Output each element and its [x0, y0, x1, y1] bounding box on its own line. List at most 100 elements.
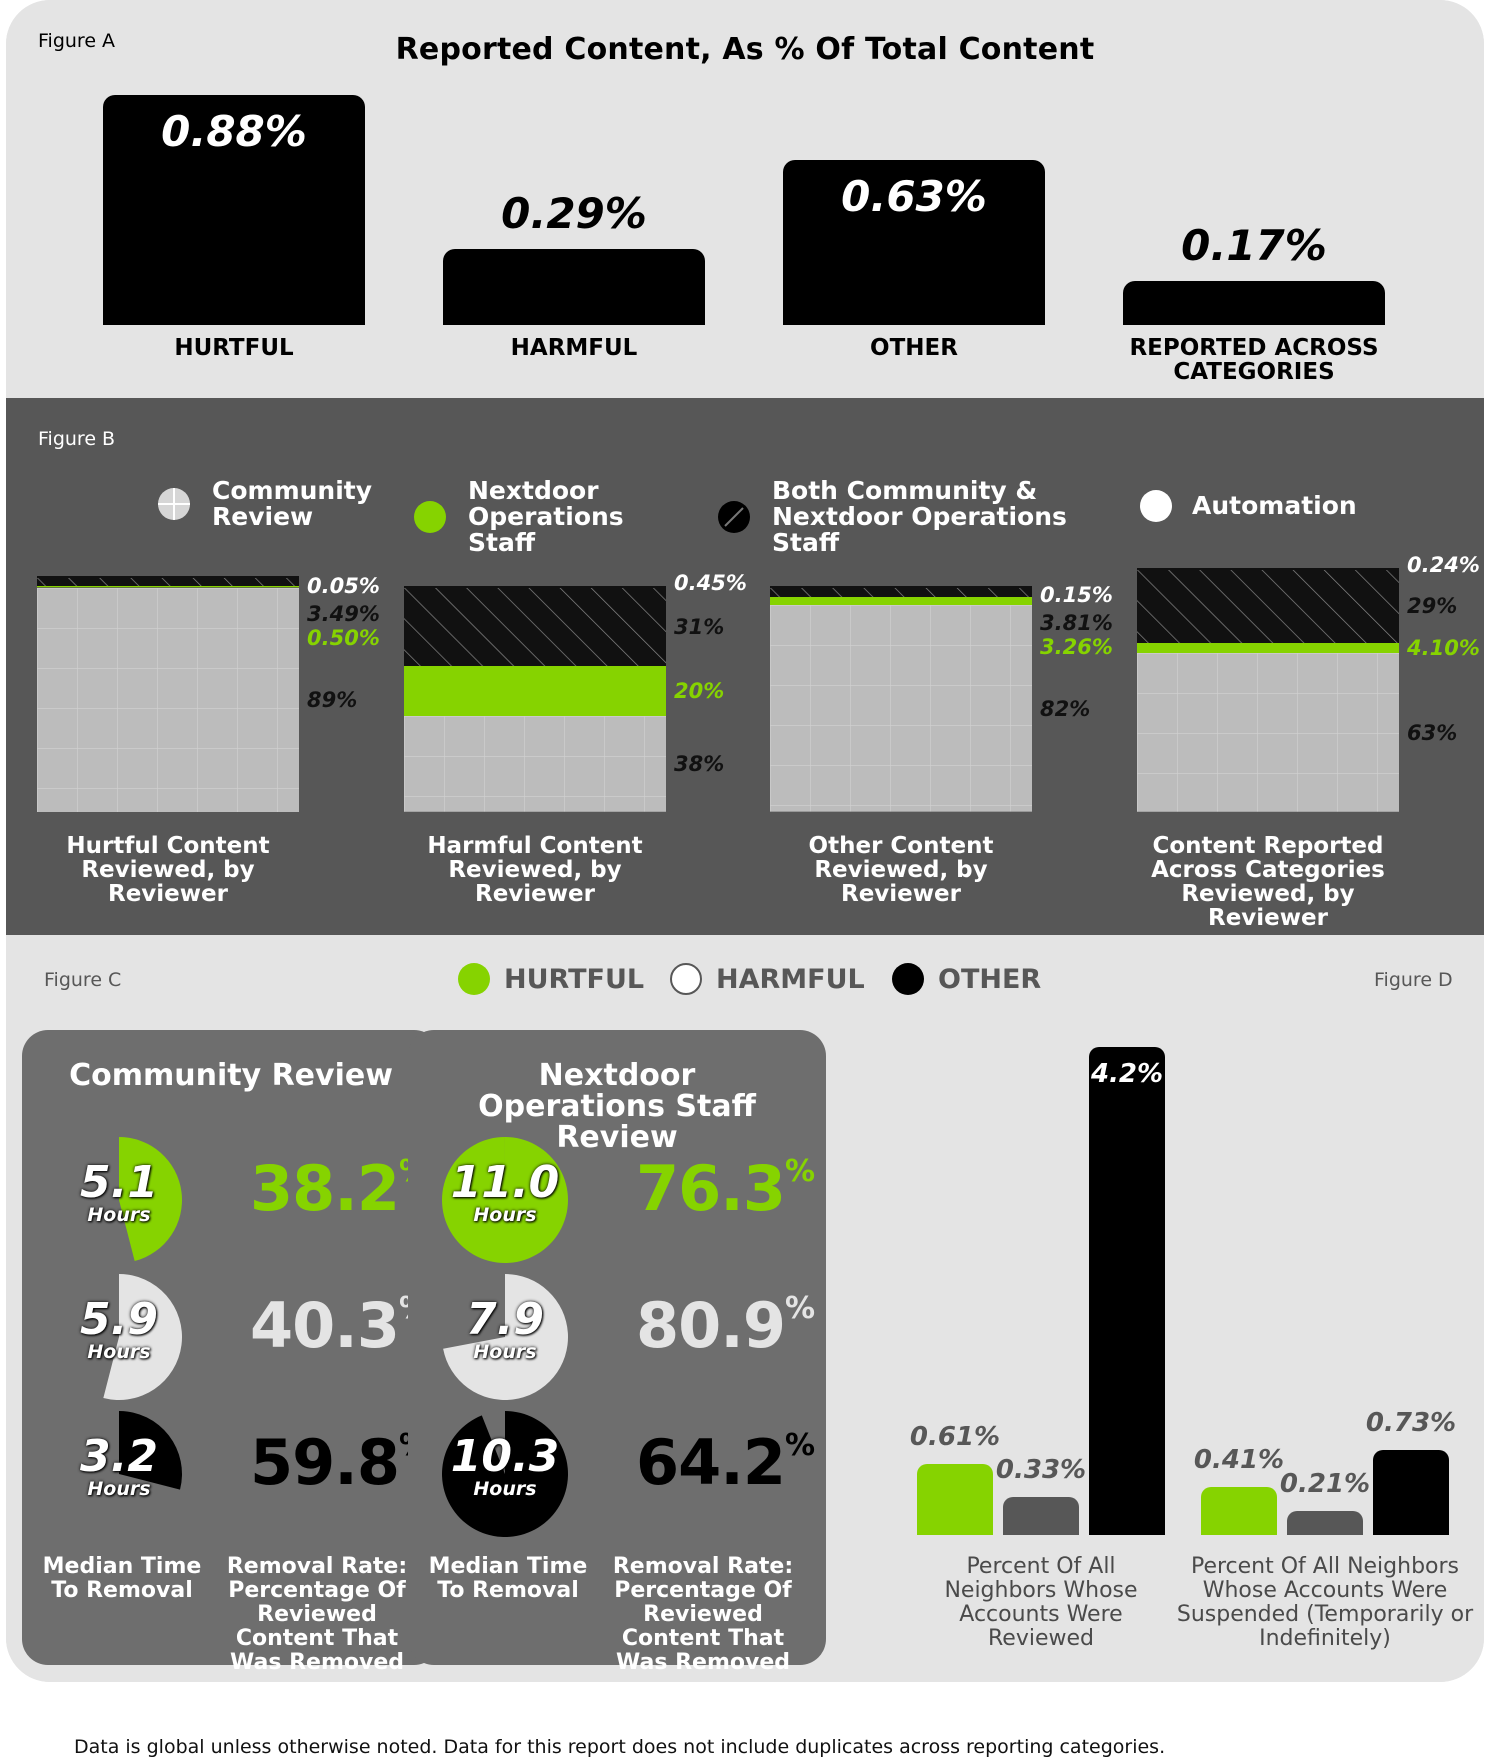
- figure-d-label: Figure D: [1374, 969, 1453, 991]
- legend-hurtful: HURTFUL: [458, 963, 644, 995]
- segment-0-0: [37, 587, 299, 812]
- donut-unit-0-2: Hours: [87, 1478, 151, 1500]
- segment-label-1-3: 0.45%: [674, 570, 747, 595]
- donut-unit-0-1: Hours: [87, 1341, 151, 1363]
- segment-2-2: [770, 587, 1032, 598]
- bar-value-label-1-2: 0.73%: [1365, 1408, 1457, 1439]
- percent-sign: %: [784, 1154, 815, 1189]
- legend-other: OTHER: [892, 963, 1041, 995]
- removal-rate-0-0: 38.2%: [250, 1152, 429, 1225]
- figure-a-title: Reported Content, As % Of Total Content: [395, 32, 1095, 67]
- time-label-1: Median Time To Removal: [428, 1554, 588, 1603]
- bar-1-2: [1373, 1450, 1449, 1535]
- donut-unit-1-0: Hours: [473, 1204, 537, 1226]
- percent-sign: %: [784, 1428, 815, 1463]
- stacked-bar-0: [37, 575, 299, 812]
- bar-1-0: [1201, 1487, 1277, 1535]
- donut-value-1-2: 10.3 Hours: [441, 1431, 569, 1500]
- segment-label-2-0: 82%: [1040, 696, 1091, 721]
- donut-hours-1-0: 11.0: [450, 1157, 560, 1208]
- donut-value-0-0: 5.1 Hours: [55, 1157, 183, 1226]
- chart-caption-3: Content Reported Across Categories Revie…: [1151, 833, 1385, 931]
- bar-value-label-0-1: 0.33%: [995, 1454, 1087, 1485]
- donut-unit-1-2: Hours: [473, 1478, 537, 1500]
- bar-2: [783, 160, 1045, 325]
- donut-hours-0-1: 5.9: [80, 1294, 158, 1345]
- rate-label-1: Removal Rate: Percentage Of Reviewed Con…: [612, 1554, 794, 1675]
- green-circle-icon: [458, 963, 490, 995]
- donut-value-1-1: 7.9 Hours: [441, 1294, 569, 1363]
- donut-0-0: [119, 1137, 183, 1262]
- segment-label-2-2: 3.81%: [1040, 611, 1113, 636]
- segment-2-1: [770, 597, 1032, 606]
- segment-0-1: [37, 586, 299, 588]
- segment-1-2: [404, 587, 666, 666]
- removal-rate-0-2: 59.8%: [250, 1426, 429, 1499]
- bar-0: [103, 95, 365, 325]
- legend-both: Both Community & Nextdoor Operations Sta…: [718, 478, 1092, 556]
- removal-rate-1-2: 64.2%: [636, 1426, 815, 1499]
- category-label-2: OTHER: [870, 335, 958, 361]
- bar-1-1: [1287, 1510, 1363, 1535]
- segment-label-3-3: 0.24%: [1407, 553, 1480, 578]
- figure-a-label: Figure A: [38, 30, 116, 52]
- segment-1-3: [404, 585, 666, 588]
- legend-harmful-label: HARMFUL: [716, 963, 865, 995]
- footnote: Data is global unless otherwise noted. D…: [74, 1736, 1166, 1758]
- figure-c-label: Figure C: [44, 969, 122, 991]
- donut-0-2: [119, 1411, 182, 1490]
- segment-label-1-0: 38%: [674, 752, 725, 777]
- segment-1-0: [404, 716, 666, 812]
- category-label-1: HARMFUL: [510, 335, 638, 361]
- figure-c-d: Figure C Figure D HURTFUL HARMFUL OTHER …: [6, 935, 1484, 1682]
- donut-1-0: [442, 1137, 568, 1263]
- segment-label-2-3: 0.15%: [1040, 583, 1113, 608]
- donut-1-1: [443, 1274, 568, 1400]
- segment-2-0: [770, 605, 1032, 812]
- category-caption-0: Percent Of All Neighbors Whose Accounts …: [944, 1554, 1138, 1651]
- legend-nextdoor-staff: Nextdoor Operations Staff: [414, 478, 668, 556]
- black-circle-icon: [892, 963, 924, 995]
- segment-label-0-0: 89%: [307, 687, 358, 712]
- donut-1-2: [442, 1411, 568, 1537]
- donut-value-0-2: 3.2 Hours: [55, 1431, 183, 1500]
- category-label-3: REPORTED ACROSS CATEGORIES: [1129, 335, 1379, 385]
- bar-value-label-1-0: 0.41%: [1193, 1445, 1285, 1476]
- donut-value-1-0: 11.0 Hours: [441, 1157, 569, 1226]
- bar-value-label-0-0: 0.61%: [909, 1422, 1001, 1453]
- chart-caption-1: Harmful Content Reviewed, by Reviewer: [427, 833, 643, 907]
- bar-value-label-0-2: 4.2%: [1090, 1059, 1164, 1089]
- panel-0: Community Review5.1Hours38.2%5.9Hours40.…: [22, 1030, 440, 1675]
- segment-0-3: [37, 575, 299, 578]
- bar-value-label-0: 0.88%: [161, 107, 307, 156]
- white-circle-icon: [670, 963, 702, 995]
- time-label-0: Median Time To Removal: [42, 1554, 202, 1603]
- bar-value-label-1: 0.29%: [501, 189, 647, 239]
- segment-3-0: [1137, 653, 1399, 812]
- bar-value-label-1-1: 0.21%: [1279, 1468, 1371, 1499]
- legend-hurtful-label: HURTFUL: [504, 963, 645, 995]
- stacked-bar-1: [404, 585, 666, 812]
- segment-label-0-2: 3.49%: [307, 601, 380, 626]
- category-caption-1: Percent Of All Neighbors Whose Accounts …: [1176, 1554, 1474, 1651]
- panel-title-0: Community Review: [69, 1058, 393, 1093]
- donut-hours-0-2: 3.2: [80, 1431, 158, 1482]
- segment-3-3: [1137, 567, 1399, 570]
- segment-2-3: [770, 585, 1032, 588]
- donut-unit-1-1: Hours: [473, 1341, 537, 1363]
- donut-hours-1-2: 10.3: [450, 1431, 560, 1482]
- donut-hours-0-0: 5.1: [80, 1157, 158, 1208]
- stacked-bar-2: [770, 585, 1032, 812]
- donut-hours-1-1: 7.9: [466, 1294, 544, 1345]
- segment-label-0-1: 0.50%: [307, 625, 380, 650]
- legend-community-review: Community Review: [158, 476, 373, 531]
- legend-automation: Automation: [1140, 478, 1357, 534]
- legend-community-review-label: Community Review: [212, 476, 373, 531]
- category-label-0: HURTFUL: [174, 335, 294, 361]
- donut-unit-0-0: Hours: [87, 1204, 151, 1226]
- removal-rate-0-1: 40.3%: [250, 1289, 429, 1362]
- legend-nextdoor-staff-label: Nextdoor Operations Staff: [468, 476, 624, 557]
- stacked-bar-3: [1137, 567, 1399, 812]
- figure-a: Figure A Reported Content, As % Of Total…: [6, 0, 1484, 398]
- percent-sign: %: [784, 1291, 815, 1326]
